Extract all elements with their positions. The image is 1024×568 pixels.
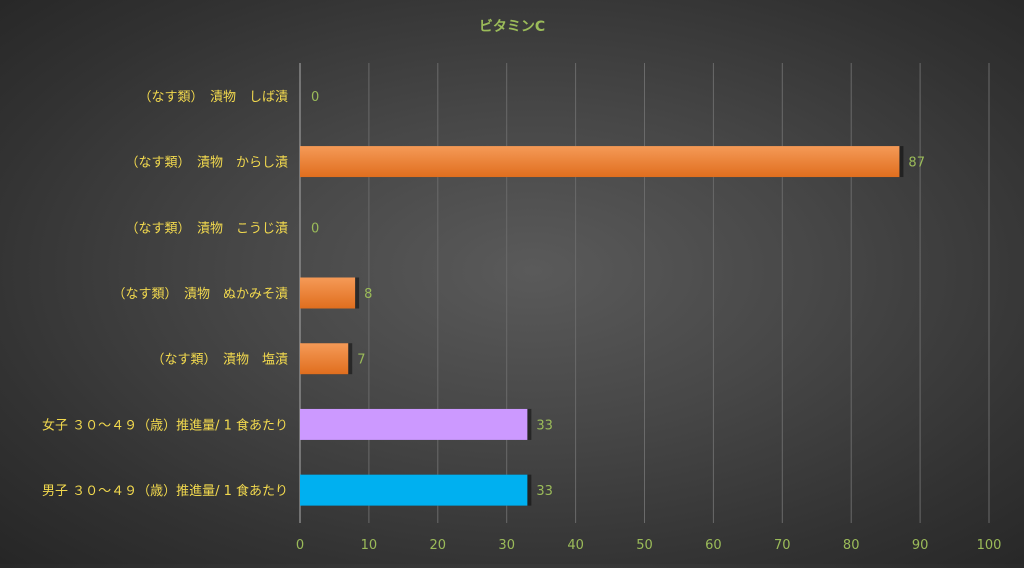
data-label: 0	[311, 221, 319, 236]
x-tick-label: 80	[843, 538, 860, 553]
bar	[300, 277, 356, 309]
category-label: （なす類） 漬物 ぬかみそ漬	[112, 287, 288, 302]
category-label: 男子 ３０～４９（歳）推進量/ 1 食あたり	[42, 483, 288, 499]
bars	[300, 146, 904, 506]
data-label: 33	[536, 484, 553, 499]
data-label: 7	[357, 353, 365, 368]
x-tick-label: 50	[636, 538, 653, 553]
x-tick-label: 30	[498, 538, 515, 553]
category-label: （なす類） 漬物 塩漬	[151, 353, 288, 368]
data-label: 33	[536, 418, 553, 433]
category-label: 女子 ３０～４９（歳）推進量/ 1 食あたり	[42, 417, 288, 433]
category-label: （なす類） 漬物 こうじ漬	[125, 221, 288, 236]
x-tick-label: 40	[567, 538, 584, 553]
x-tick-label: 90	[912, 538, 929, 553]
data-label: 8	[364, 287, 372, 302]
category-label: （なす類） 漬物 しば漬	[138, 90, 288, 105]
bar	[300, 408, 528, 440]
category-label: （なす類） 漬物 からし漬	[125, 156, 288, 171]
data-label: 0	[311, 90, 319, 105]
x-tick-label: 10	[361, 538, 378, 553]
bar	[300, 343, 349, 375]
x-tick-label: 70	[774, 538, 791, 553]
bar	[300, 146, 900, 178]
labels: 0 10 20 30 40 50 60 70 80 90 100（なす類） 漬物 しば漬 0（なす類）…	[42, 90, 1001, 553]
bar	[300, 474, 528, 506]
x-tick-label: 0	[296, 538, 304, 553]
x-tick-label: 100	[977, 538, 1002, 553]
chart-title: ビタミンC	[479, 19, 545, 35]
data-label: 87	[908, 156, 925, 171]
x-tick-label: 20	[430, 538, 447, 553]
grid-lines	[299, 63, 990, 523]
x-tick-label: 60	[705, 538, 722, 553]
